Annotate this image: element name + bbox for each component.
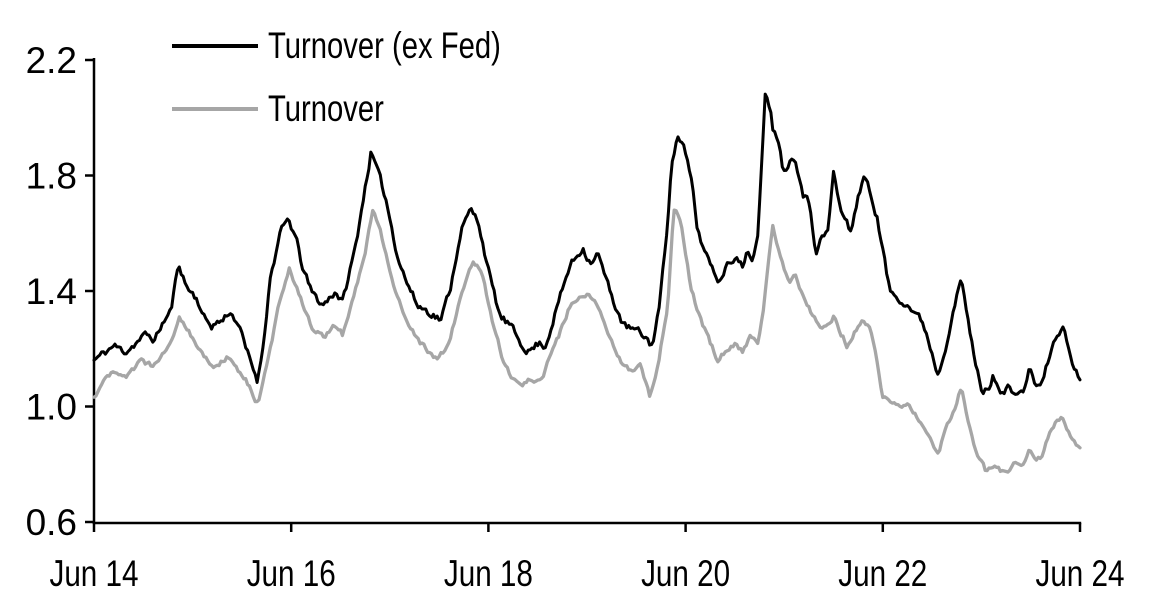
x-tick-label: Jun 18 bbox=[444, 553, 533, 594]
x-tick-label: Jun 14 bbox=[50, 553, 139, 594]
series-line-turnover bbox=[92, 208, 1082, 474]
x-tick-label: Jun 22 bbox=[838, 553, 927, 594]
y-tick-label: 1.4 bbox=[26, 271, 77, 312]
x-tick-label: Jun 20 bbox=[641, 553, 730, 594]
y-tick-label: 1.8 bbox=[26, 156, 77, 197]
y-tick-label: 1.0 bbox=[26, 387, 77, 428]
y-tick-label: 0.6 bbox=[26, 502, 77, 543]
series-line-turnover-ex-fed bbox=[92, 92, 1082, 396]
x-tick-label: Jun 16 bbox=[247, 553, 336, 594]
y-tick-label: 2.2 bbox=[26, 40, 77, 81]
x-tick-label: Jun 24 bbox=[1036, 553, 1125, 594]
